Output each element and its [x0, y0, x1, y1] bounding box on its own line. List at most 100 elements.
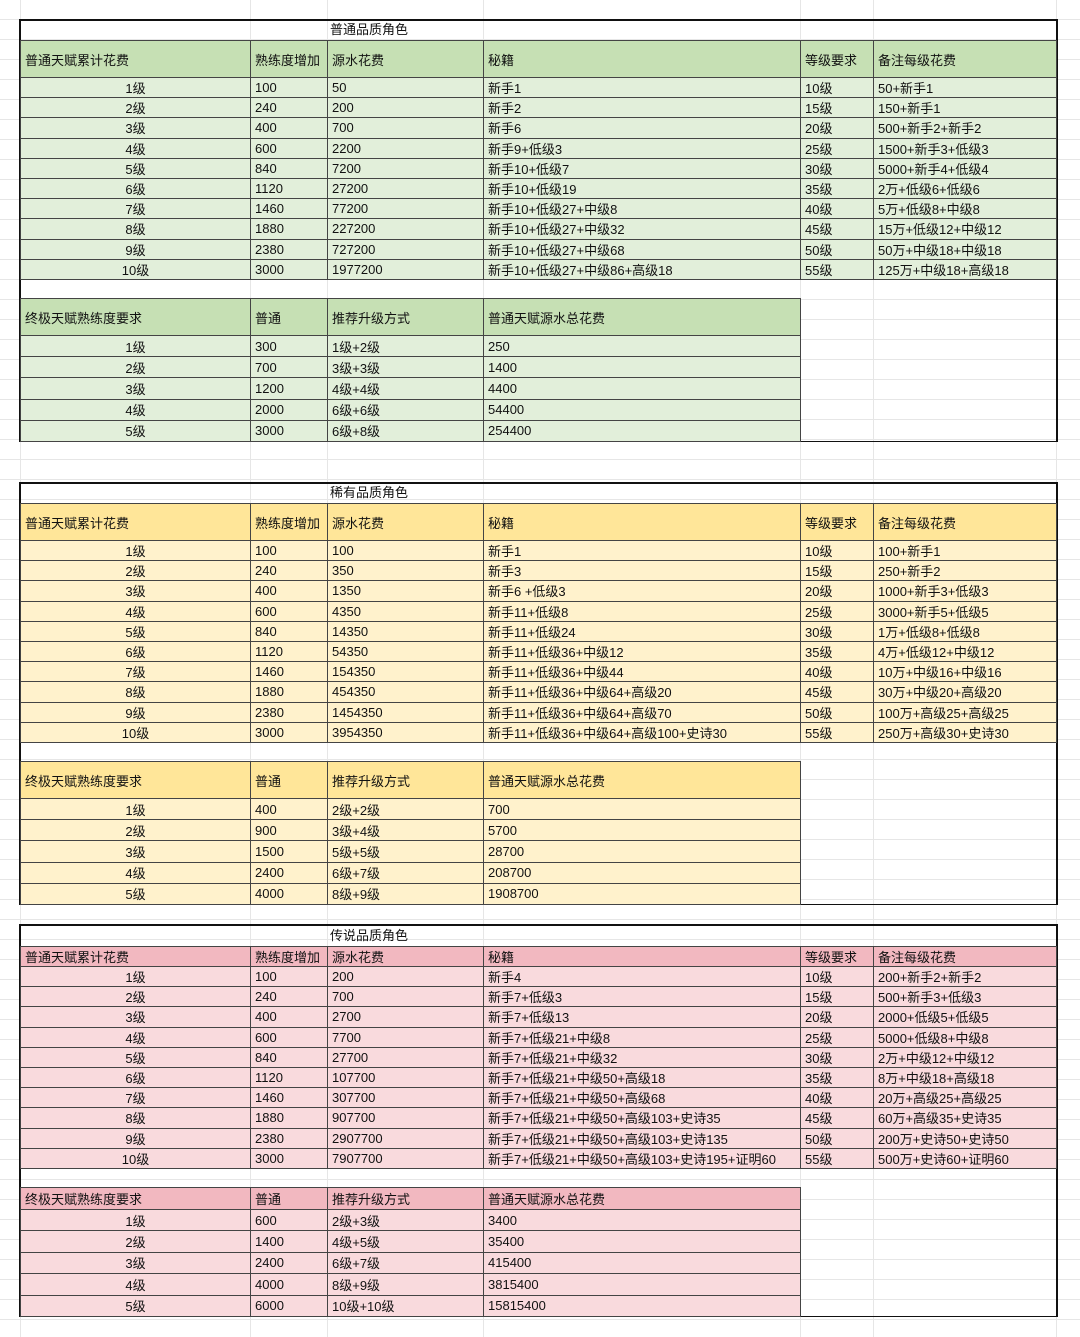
table-cell: 2级 — [20, 986, 251, 1008]
table-cell: 3400 — [483, 1209, 801, 1232]
table-cell: 15级 — [800, 986, 874, 1008]
table-cell: 35级 — [800, 178, 874, 200]
table-cell: 25级 — [800, 600, 874, 622]
table-cell: 1908700 — [483, 882, 801, 905]
table-cell: 415400 — [483, 1251, 801, 1275]
table-cell: 200 — [327, 966, 484, 988]
table-cell: 6级+8级 — [327, 419, 484, 442]
table-cell: 100 — [250, 77, 328, 99]
table-cell: 1120 — [250, 641, 328, 663]
table-cell: 7700 — [327, 1026, 484, 1048]
table-cell: 55级 — [800, 258, 874, 280]
table-cell: 55级 — [800, 1147, 874, 1169]
table-cell: 4级 — [20, 1273, 251, 1296]
table-cell: 35级 — [800, 641, 874, 663]
table-cell: 100 — [250, 540, 328, 562]
table-cell: 3级 — [20, 580, 251, 602]
table-cell: 3级 — [20, 377, 251, 400]
header-cell: 秘籍 — [483, 40, 801, 78]
table-cell: 2级 — [20, 1230, 251, 1253]
table-cell: 3954350 — [327, 721, 484, 743]
header-cell: 熟练度增加 — [250, 946, 328, 967]
table-cell: 25级 — [800, 137, 874, 159]
table-cell: 250万+高级30+史诗30 — [873, 721, 1057, 743]
table-cell: 新手10+低级7 — [483, 157, 801, 179]
table-cell: 7级 — [20, 198, 251, 220]
table-cell: 7级 — [20, 661, 251, 683]
header-cell: 等级要求 — [800, 40, 874, 78]
table-cell: 45级 — [800, 218, 874, 240]
header-cell: 普通 — [250, 1187, 328, 1210]
table-cell: 55级 — [800, 721, 874, 743]
table-cell: 10级 — [20, 258, 251, 280]
table-cell: 1级 — [20, 798, 251, 821]
table-cell: 100 — [327, 540, 484, 562]
table-cell: 新手6 +低级3 — [483, 580, 801, 602]
table-cell: 14350 — [327, 620, 484, 642]
table-cell: 5级 — [20, 419, 251, 442]
table-cell: 7200 — [327, 157, 484, 179]
table-cell: 4级 — [20, 1026, 251, 1048]
table-cell: 10级+10级 — [327, 1294, 484, 1317]
header-cell: 熟练度增加 — [250, 40, 328, 78]
table-cell: 2700 — [327, 1006, 484, 1028]
header-cell: 源水花费 — [327, 40, 484, 78]
table-cell: 2000+低级5+低级5 — [873, 1006, 1057, 1028]
table-cell: 1200 — [250, 377, 328, 400]
table-cell: 3815400 — [483, 1273, 801, 1296]
header-cell: 备注每级花费 — [873, 946, 1057, 967]
header-cell: 源水花费 — [327, 503, 484, 541]
table-cell: 1万+低级8+低级8 — [873, 620, 1057, 642]
table-cell: 2万+中级12+中级12 — [873, 1046, 1057, 1068]
header-cell: 普通天赋累计花费 — [20, 40, 251, 78]
table-cell: 400 — [250, 798, 328, 821]
table-cell: 2380 — [250, 701, 328, 723]
table-cell: 1级 — [20, 335, 251, 358]
table-cell: 107700 — [327, 1067, 484, 1089]
table-cell: 1500+新手3+低级3 — [873, 137, 1057, 159]
table-cell: 新手10+低级19 — [483, 178, 801, 200]
table-cell: 1级 — [20, 1209, 251, 1232]
table-cell: 2907700 — [327, 1127, 484, 1149]
table-cell: 新手11+低级36+中级12 — [483, 641, 801, 663]
table-cell: 新手7+低级21+中级50+高级18 — [483, 1067, 801, 1089]
table-cell: 500+新手2+新手2 — [873, 117, 1057, 139]
header-cell: 推荐升级方式 — [327, 761, 484, 799]
table-cell: 1120 — [250, 1067, 328, 1089]
table-cell: 4350 — [327, 600, 484, 622]
table-cell: 5级 — [20, 157, 251, 179]
table-cell: 40级 — [800, 198, 874, 220]
table-cell: 240 — [250, 986, 328, 1008]
header-cell: 终极天赋熟练度要求 — [20, 1187, 251, 1210]
table-cell: 1880 — [250, 218, 328, 240]
table-cell: 100+新手1 — [873, 540, 1057, 562]
table-cell: 4000 — [250, 1273, 328, 1296]
table-cell: 1000+新手3+低级3 — [873, 580, 1057, 602]
table-cell: 10级 — [20, 721, 251, 743]
header-cell: 推荐升级方式 — [327, 1187, 484, 1210]
table-cell: 28700 — [483, 840, 801, 863]
table-cell: 4级 — [20, 398, 251, 421]
table-cell: 5万+低级8+中级8 — [873, 198, 1057, 220]
header-cell: 秘籍 — [483, 503, 801, 541]
table-cell: 5级 — [20, 882, 251, 905]
table-cell: 8级+9级 — [327, 1273, 484, 1296]
table-cell: 100 — [250, 966, 328, 988]
header-cell: 等级要求 — [800, 503, 874, 541]
table-cell: 1460 — [250, 198, 328, 220]
header-cell: 普通天赋累计花费 — [20, 946, 251, 967]
table-cell: 4000 — [250, 882, 328, 905]
header-cell: 秘籍 — [483, 946, 801, 967]
table-cell: 新手7+低级3 — [483, 986, 801, 1008]
table-cell: 新手10+低级27+中级86+高级18 — [483, 258, 801, 280]
table-cell: 6级+7级 — [327, 1251, 484, 1275]
table-cell: 50 — [327, 77, 484, 99]
header-cell: 终极天赋熟练度要求 — [20, 298, 251, 336]
table-cell: 6级 — [20, 1067, 251, 1089]
table-cell: 新手7+低级21+中级50+高级103+史诗135 — [483, 1127, 801, 1149]
table-cell: 45级 — [800, 681, 874, 703]
table-cell: 新手11+低级36+中级64+高级20 — [483, 681, 801, 703]
table-cell: 125万+中级18+高级18 — [873, 258, 1057, 280]
table-cell: 3级 — [20, 1251, 251, 1275]
header-cell: 普通 — [250, 298, 328, 336]
